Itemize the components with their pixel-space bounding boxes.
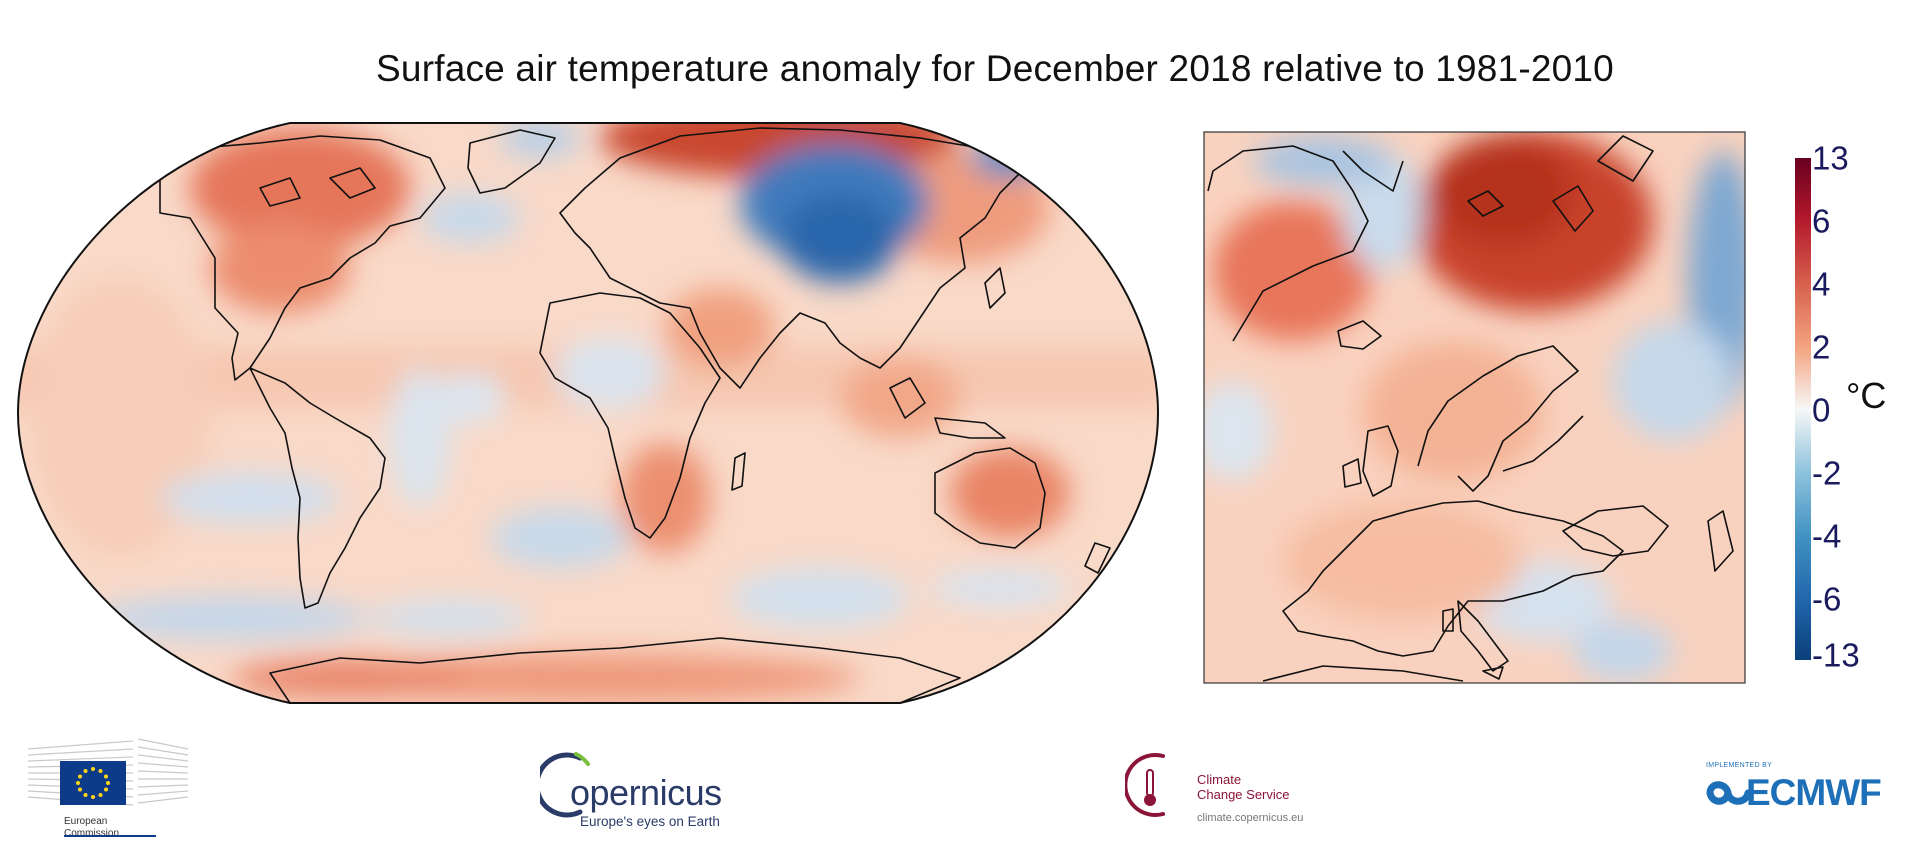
colorbar-tick: 4 (1812, 265, 1831, 303)
colorbar (1795, 158, 1811, 660)
ecmwf-wordmark: ECMWF (1746, 772, 1882, 813)
c3s-name-line2: Change Service (1197, 787, 1290, 802)
map-title: Surface air temperature anomaly for Dece… (376, 48, 1614, 89)
copernicus-logo: opernicus Europe's eyes on Earth (540, 750, 740, 830)
colorbar-tick: 2 (1812, 328, 1831, 366)
c3s-logo: Climate Change Service climate.copernicu… (1125, 750, 1325, 830)
copernicus-c-icon (540, 752, 590, 818)
ec-label-line2: Commission (64, 828, 120, 839)
global-anomaly-map (16, 122, 1160, 704)
colorbar-ticks: 13 6 4 2 0 -2 -4 -6 -13 (1812, 142, 1882, 672)
colorbar-tick: 13 (1812, 139, 1849, 177)
ec-emblem-icon (27, 738, 189, 806)
ec-label-line1: European (64, 816, 108, 827)
colorbar-tick: -4 (1812, 517, 1842, 555)
ec-logo: European Commission (27, 735, 193, 843)
c3s-url: climate.copernicus.eu (1197, 812, 1304, 824)
copernicus-tagline: Europe's eyes on Earth (580, 814, 720, 829)
colorbar-tick: -13 (1812, 636, 1860, 674)
colorbar-unit: °C (1846, 375, 1887, 416)
ecmwf-implemented-by: IMPLEMENTED BY (1706, 762, 1773, 769)
colorbar-tick: 6 (1812, 202, 1831, 240)
copernicus-wordmark: opernicus (570, 772, 722, 813)
colorbar-tick: -2 (1812, 454, 1842, 492)
colorbar-tick: 0 (1812, 391, 1831, 429)
colorbar-tick: -6 (1812, 580, 1842, 618)
ecmwf-logo: IMPLEMENTED BY ECMWF (1700, 760, 1910, 820)
thermometer-icon (1125, 753, 1165, 817)
europe-inset-map (1203, 131, 1746, 684)
ecmwf-wave-icon (1706, 781, 1752, 805)
c3s-name-line1: Climate (1197, 772, 1242, 787)
